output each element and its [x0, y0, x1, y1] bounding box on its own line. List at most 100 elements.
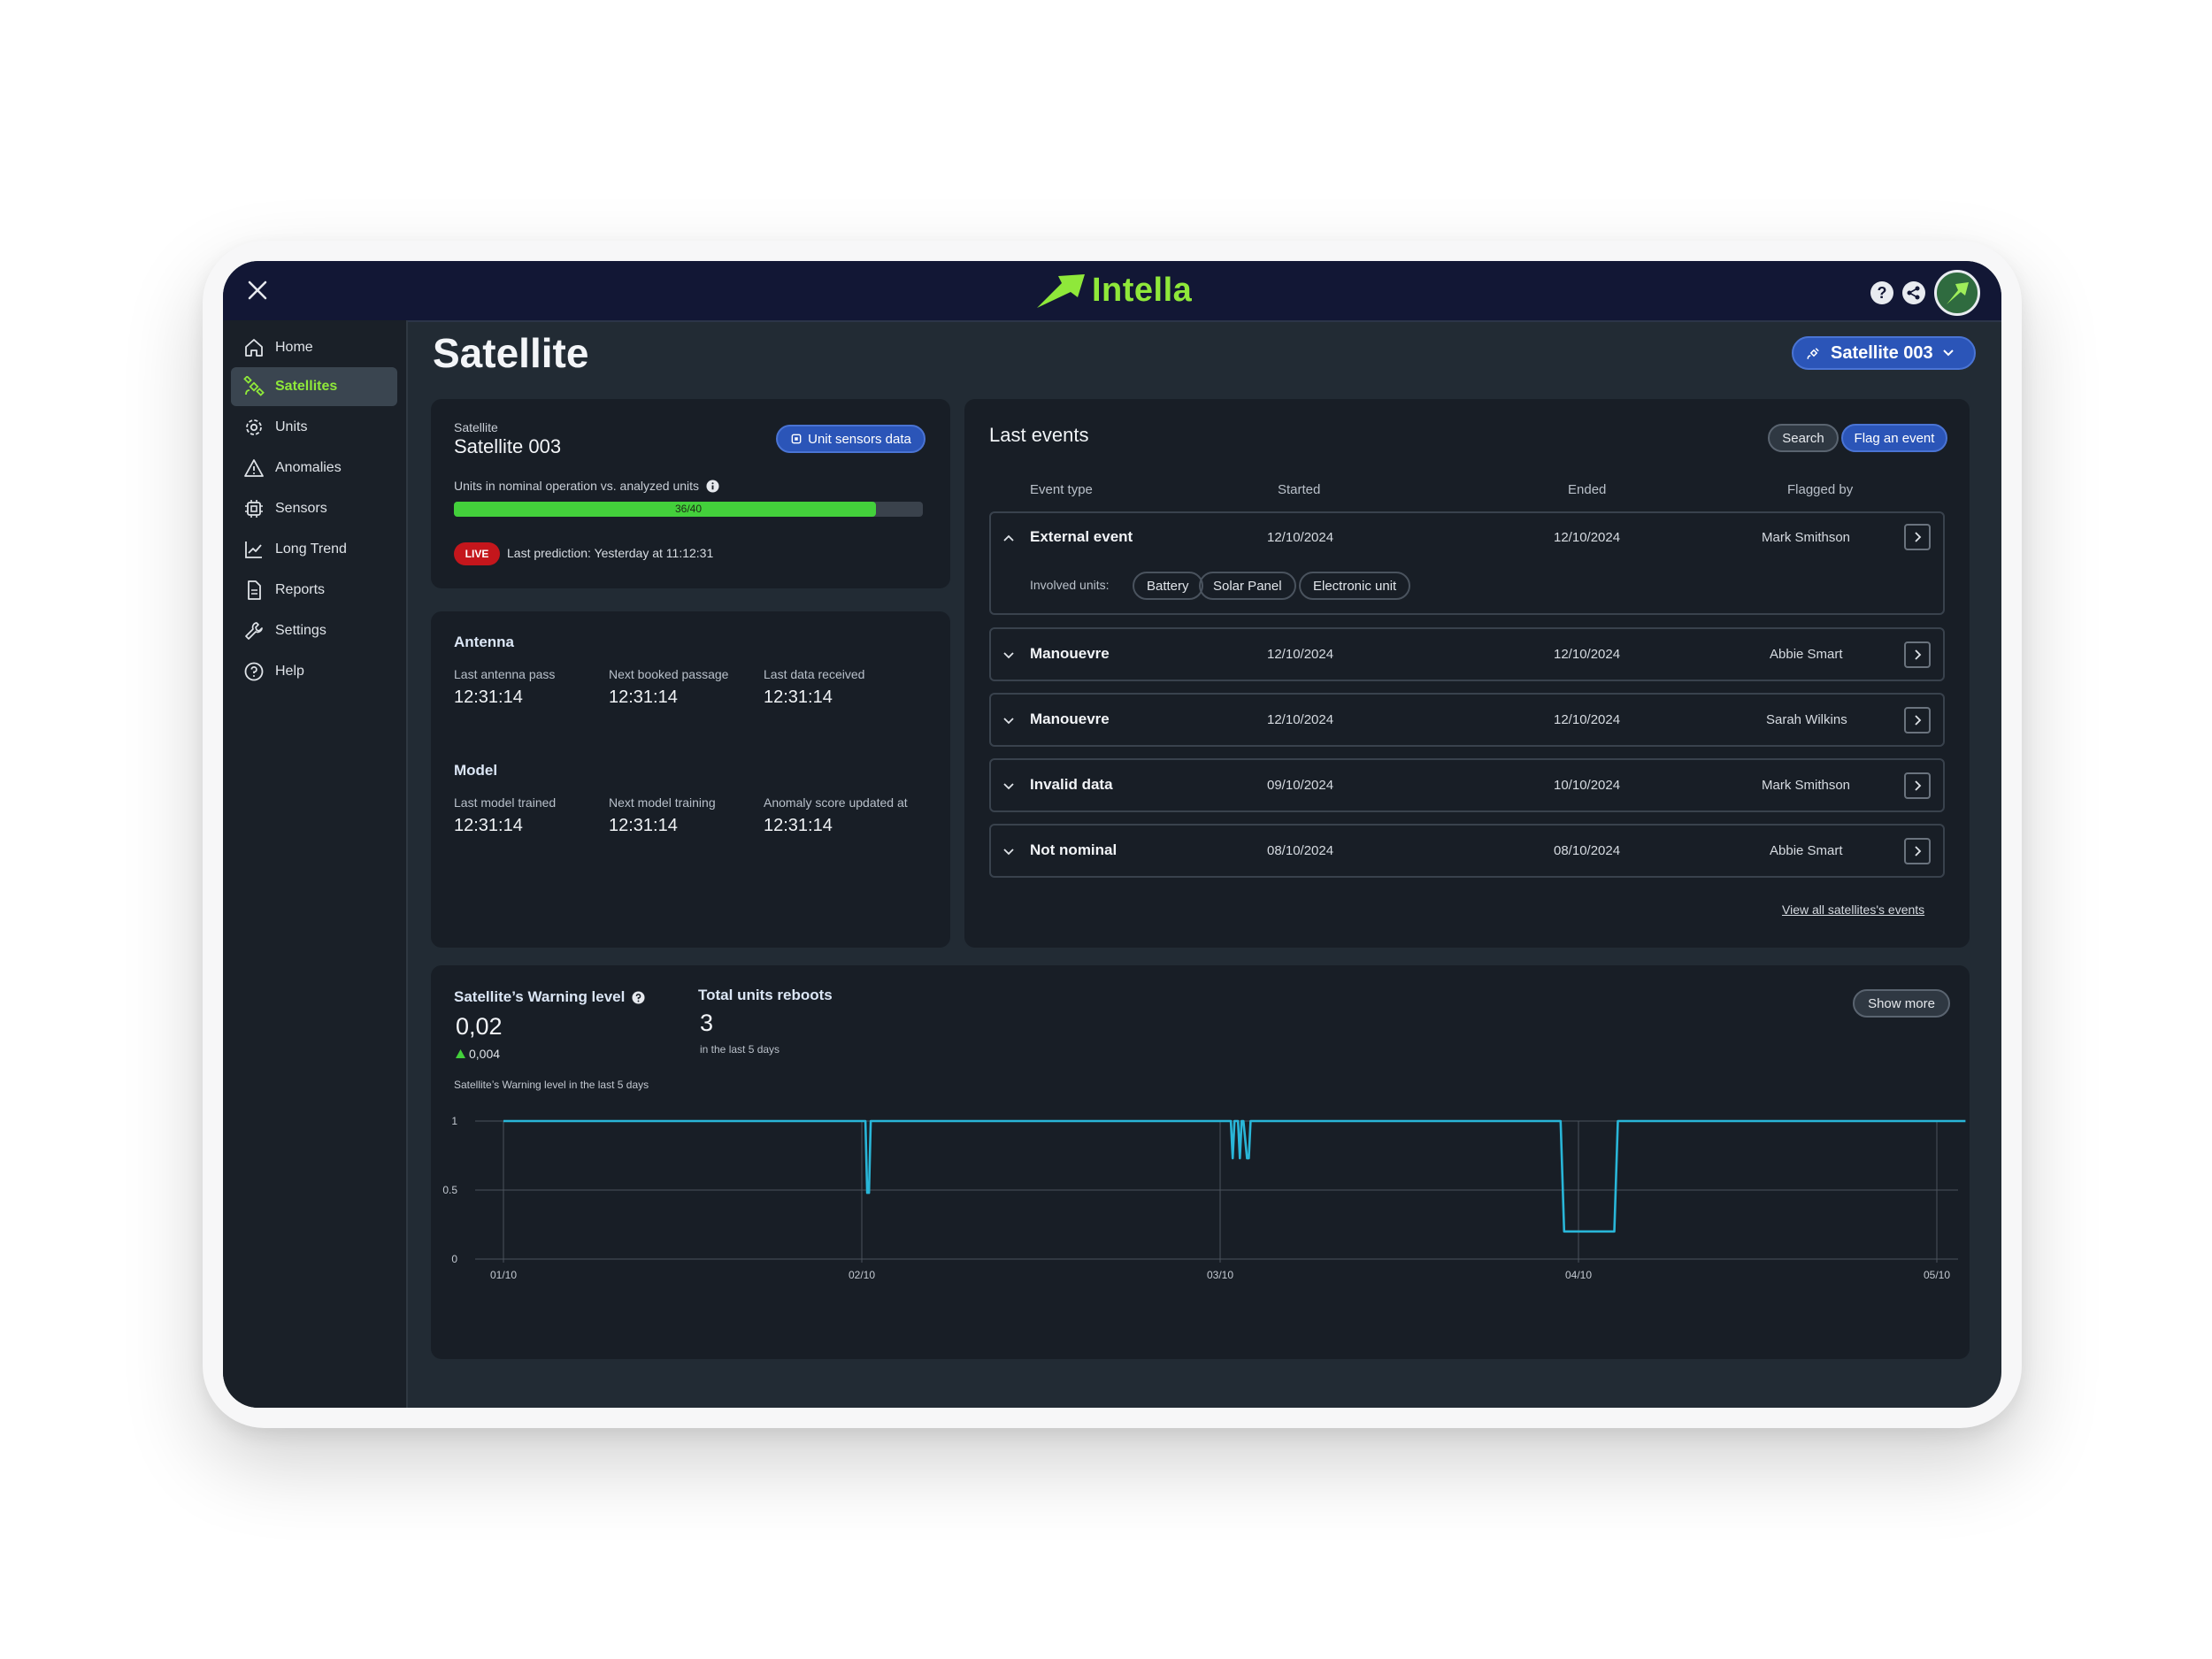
warning-title-row: Satellite’s Warning level	[454, 988, 645, 1006]
sidebar-item-satellites[interactable]: Satellites	[231, 367, 397, 406]
chevron-down-icon[interactable]	[1002, 713, 1016, 727]
event-type: Manouevre	[1030, 645, 1110, 662]
involved-units-label: Involved units:	[1030, 578, 1110, 592]
chevron-down-icon[interactable]	[1002, 648, 1016, 662]
chevron-down-icon[interactable]	[1002, 779, 1016, 793]
last-prediction-value: Yesterday at 11:12:31	[594, 546, 714, 560]
event-flagged-by: Abbie Smart	[1770, 647, 1843, 662]
event-ended: 12/10/2024	[1554, 712, 1621, 727]
events-search-button[interactable]: Search	[1768, 424, 1839, 452]
share-icon[interactable]	[1902, 281, 1925, 304]
help-icon[interactable]: ?	[1870, 281, 1893, 304]
unit-chip-electronic-unit[interactable]: Electronic unit	[1299, 572, 1411, 600]
document-icon	[248, 580, 261, 600]
antenna-field-value: 12:31:14	[764, 687, 833, 707]
sidebar-item-label: Home	[275, 340, 313, 355]
event-flagged-by: Mark Smithson	[1762, 530, 1851, 545]
gear-icon	[246, 419, 262, 435]
satellite-selector-value: Satellite 003	[1831, 342, 1933, 363]
flag-event-button[interactable]: Flag an event	[1841, 424, 1947, 452]
sidebar-item-help[interactable]: Help	[231, 652, 397, 691]
event-flagged-by: Abbie Smart	[1770, 843, 1843, 858]
open-event-button[interactable]	[1904, 838, 1931, 864]
chevron-up-icon[interactable]	[1002, 532, 1016, 546]
sidebar: Home Satellites Units Anomalies Sensors …	[223, 320, 408, 1408]
sidebar-item-home[interactable]: Home	[231, 328, 397, 367]
chart-caption: Satellite’s Warning level in the last 5 …	[454, 1079, 649, 1091]
warning-level-chart: 0 0.5 1 01/10 02/10 03/10 04/10 05/10	[442, 1115, 1966, 1281]
warning-level-card: Satellite’s Warning level 0,02 0,004 Tot…	[431, 965, 1970, 1359]
chevron-right-icon	[1915, 846, 1922, 856]
home-icon	[245, 339, 263, 357]
event-type: Invalid data	[1030, 776, 1113, 793]
line-chart-icon	[245, 541, 262, 558]
table-row[interactable]: Manouevre 12/10/2024 12/10/2024 Abbie Sm…	[989, 627, 1945, 681]
avatar[interactable]	[1934, 270, 1980, 316]
unit-sensors-button[interactable]: Unit sensors data	[776, 425, 926, 453]
y-tick-label: 0.5	[442, 1184, 457, 1196]
antenna-model-card: Antenna Last antenna pass 12:31:14 Next …	[431, 611, 950, 948]
event-flagged-by: Sarah Wilkins	[1766, 712, 1847, 727]
chevron-right-icon	[1915, 532, 1922, 542]
table-row[interactable]: External event 12/10/2024 12/10/2024 Mar…	[989, 511, 1945, 615]
events-title: Last events	[989, 424, 1089, 446]
units-progress-fill	[454, 502, 876, 517]
view-all-events-link[interactable]: View all satellites's events	[1782, 902, 1925, 917]
event-flagged-by: Mark Smithson	[1762, 778, 1851, 793]
sidebar-item-reports[interactable]: Reports	[231, 571, 397, 610]
model-title: Model	[454, 762, 498, 779]
show-more-button[interactable]: Show more	[1853, 989, 1950, 1018]
column-header-started: Started	[1278, 482, 1321, 497]
units-progress-bar: 36/40	[454, 502, 923, 517]
table-row[interactable]: Invalid data 09/10/2024 10/10/2024 Mark …	[989, 758, 1945, 812]
chip-icon	[245, 500, 263, 518]
app-logo: Intella	[1035, 270, 1192, 311]
sidebar-item-sensors[interactable]: Sensors	[231, 489, 397, 528]
antenna-field-label: Last antenna pass	[454, 667, 556, 681]
open-event-button[interactable]	[1904, 707, 1931, 733]
unit-sensors-label: Unit sensors data	[808, 431, 911, 447]
satellite-card: Satellite Satellite 003 Unit sensors dat…	[431, 399, 950, 588]
close-icon[interactable]	[246, 279, 269, 302]
chip-icon	[791, 434, 802, 444]
sidebar-item-long-trend[interactable]: Long Trend	[231, 530, 397, 569]
last-prediction-label: Last prediction:	[507, 546, 591, 560]
table-row[interactable]: Not nominal 08/10/2024 08/10/2024 Abbie …	[989, 824, 1945, 878]
event-type: Manouevre	[1030, 710, 1110, 727]
intella-logo-icon	[1037, 274, 1085, 308]
satellite-selector[interactable]: Satellite 003	[1792, 336, 1976, 370]
sidebar-item-label: Settings	[275, 623, 326, 638]
model-field-value: 12:31:14	[454, 816, 523, 835]
app-name: Intella	[1092, 271, 1193, 309]
triangle-up-icon	[456, 1049, 465, 1058]
chevron-down-icon[interactable]	[1002, 844, 1016, 858]
x-tick-label: 04/10	[1565, 1269, 1592, 1281]
unit-chip-solar-panel[interactable]: Solar Panel	[1199, 572, 1296, 600]
open-event-button[interactable]	[1904, 772, 1931, 799]
sidebar-item-label: Reports	[275, 582, 326, 597]
sidebar-item-label: Satellites	[275, 379, 338, 394]
units-progress-text: 36/40	[674, 503, 703, 515]
sidebar-item-settings[interactable]: Settings	[231, 611, 397, 650]
reboots-value: 3	[700, 1010, 714, 1036]
event-type: Not nominal	[1030, 841, 1118, 858]
warning-title: Satellite’s Warning level	[454, 988, 626, 1005]
warning-delta: 0,004	[456, 1047, 500, 1061]
chevron-down-icon	[1942, 349, 1954, 357]
sidebar-item-label: Sensors	[275, 501, 327, 516]
wrench-icon	[245, 622, 263, 640]
table-row[interactable]: Manouevre 12/10/2024 12/10/2024 Sarah Wi…	[989, 693, 1945, 747]
unit-chip-battery[interactable]: Battery	[1133, 572, 1203, 600]
satellite-icon	[1807, 348, 1819, 359]
warning-value: 0,02	[456, 1013, 503, 1040]
sidebar-item-anomalies[interactable]: Anomalies	[231, 449, 397, 488]
event-ended: 12/10/2024	[1554, 647, 1621, 662]
help-icon	[244, 662, 264, 681]
help-icon[interactable]	[632, 990, 645, 1004]
sidebar-item-label: Units	[275, 419, 308, 434]
sidebar-item-units[interactable]: Units	[231, 408, 397, 447]
open-event-button[interactable]	[1904, 641, 1931, 668]
x-tick-label: 01/10	[490, 1269, 517, 1281]
info-icon[interactable]	[706, 479, 719, 493]
open-event-button[interactable]	[1904, 524, 1931, 550]
